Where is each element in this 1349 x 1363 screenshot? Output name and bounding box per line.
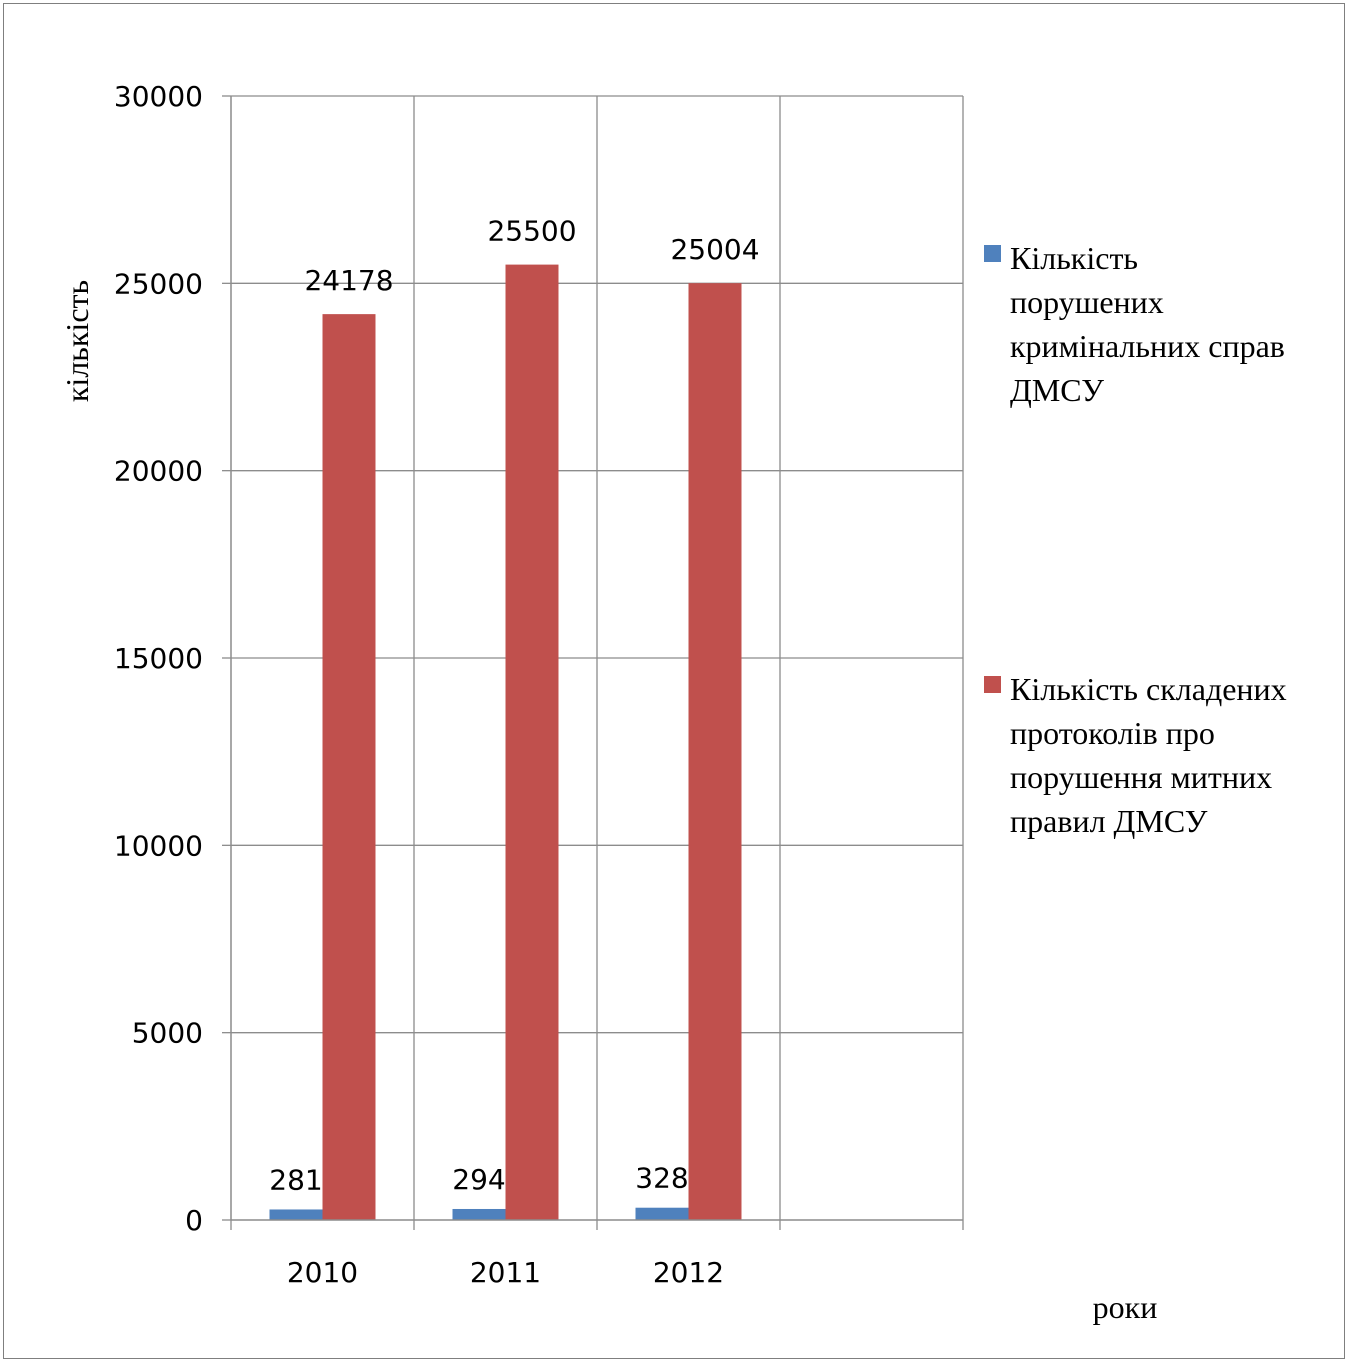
y-tick-label: 20000 [114,455,203,488]
data-label: 294 [452,1163,505,1196]
data-label: 24178 [304,264,393,297]
y-axis-title: кількість [59,280,95,402]
y-tick-label: 15000 [114,642,203,675]
x-tick-label: 2010 [287,1256,358,1289]
data-label: 25500 [487,215,576,248]
y-tick-label: 30000 [114,80,203,113]
legend-label-1: ДМСУ [1010,372,1104,408]
y-tick-label: 25000 [114,267,203,300]
data-label: 25004 [670,233,759,266]
y-tick-label: 5000 [132,1017,203,1050]
x-axis-title: роки [1093,1289,1158,1325]
bar-series-2 [688,283,742,1220]
legend-label-2: порушення митних [1010,759,1272,795]
legend-swatch-1 [984,245,1001,262]
bar-series-1 [269,1209,323,1220]
axes: 0 5000 10000 15000 20000 25000 30000 2010 2011 20… [114,80,964,1289]
legend-label-1: Кількість [1010,240,1138,276]
data-label: 281 [269,1163,322,1196]
bar-series-1 [452,1208,506,1220]
legend-label-2: правил ДМСУ [1010,803,1208,839]
legend: Кількість порушених кримінальних справ ДМСУ… [984,240,1287,839]
data-label: 328 [635,1162,688,1195]
legend-label-2: Кількість складених [1010,671,1287,707]
x-tick-label: 2011 [470,1256,541,1289]
data-labels: 281 294 328 24178 25500 25004 [269,215,759,1197]
bar-series-2 [505,264,559,1221]
legend-label-2: протоколів про [1010,715,1215,751]
bars [269,264,742,1221]
bar-series-2 [322,314,376,1220]
legend-swatch-2 [984,676,1001,693]
y-tick-label: 0 [185,1204,203,1237]
legend-label-1: кримінальних справ [1010,328,1285,364]
legend-label-1: порушених [1010,284,1164,320]
bar-series-1 [635,1207,689,1220]
y-tick-label: 10000 [114,829,203,862]
x-tick-label: 2012 [653,1256,724,1289]
chart-frame [3,3,1345,1359]
